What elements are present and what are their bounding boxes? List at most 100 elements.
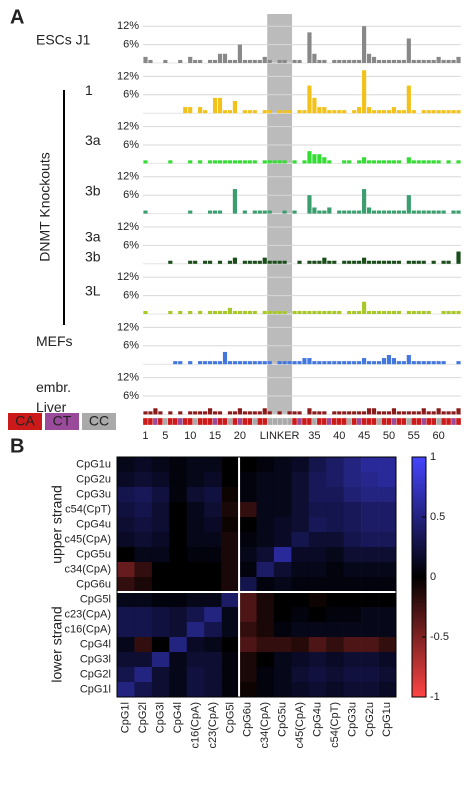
bar bbox=[178, 361, 183, 365]
bar bbox=[153, 408, 158, 415]
context-legend-box bbox=[45, 413, 79, 430]
heat-cell bbox=[343, 622, 362, 638]
heat-cell bbox=[221, 622, 240, 638]
context-cell bbox=[177, 417, 183, 426]
series-label: Liver bbox=[36, 399, 67, 415]
bar bbox=[143, 56, 148, 63]
heat-cell bbox=[291, 517, 310, 533]
bar bbox=[436, 361, 441, 365]
bar bbox=[337, 310, 342, 314]
bar bbox=[456, 310, 461, 314]
heat-cell bbox=[378, 532, 397, 548]
bar bbox=[327, 361, 332, 365]
bar bbox=[396, 59, 401, 63]
series-label: 3a bbox=[85, 229, 101, 245]
heat-cell bbox=[134, 532, 153, 548]
heat-cell bbox=[134, 682, 153, 698]
column-label: CpG2u bbox=[364, 702, 376, 737]
bar bbox=[217, 260, 223, 264]
heat-cell bbox=[256, 622, 275, 638]
bar bbox=[287, 110, 292, 114]
bar bbox=[297, 361, 302, 365]
bar bbox=[217, 97, 223, 114]
heat-cell bbox=[186, 592, 205, 608]
heat-cell bbox=[134, 472, 153, 488]
column-label: CpG2l bbox=[137, 702, 149, 733]
bar bbox=[401, 411, 406, 415]
heat-cell bbox=[117, 622, 135, 638]
bar bbox=[203, 260, 208, 264]
heat-cell bbox=[256, 472, 275, 488]
bar bbox=[416, 59, 421, 63]
bar bbox=[376, 160, 382, 164]
bar bbox=[347, 59, 352, 63]
heat-cell bbox=[151, 547, 170, 563]
heat-cell bbox=[221, 547, 240, 563]
column-label: c23(CpA) bbox=[207, 702, 219, 748]
context-cell bbox=[361, 417, 367, 426]
context-cell bbox=[311, 417, 318, 426]
bar bbox=[227, 59, 233, 63]
heat-cell bbox=[117, 592, 135, 608]
bar bbox=[232, 189, 238, 214]
row-label: CpG3l bbox=[80, 653, 111, 665]
bar bbox=[143, 411, 148, 415]
heat-cell bbox=[378, 592, 397, 608]
bar bbox=[217, 411, 223, 415]
bar bbox=[217, 310, 223, 314]
heat-cell bbox=[221, 517, 240, 533]
heat-cell bbox=[326, 547, 344, 563]
bar bbox=[342, 110, 347, 114]
column-label: c54(CpT) bbox=[329, 702, 341, 748]
heat-cell bbox=[134, 622, 153, 638]
bar bbox=[198, 310, 203, 314]
bar bbox=[227, 361, 233, 365]
heat-cell bbox=[204, 622, 222, 638]
colorbar-tick-label: 1 bbox=[430, 451, 436, 463]
bar bbox=[242, 260, 247, 264]
bar bbox=[307, 260, 312, 264]
heat-cell bbox=[186, 502, 205, 518]
heat-cell bbox=[134, 637, 153, 653]
heat-cell bbox=[378, 517, 397, 533]
heat-cell bbox=[134, 517, 153, 533]
heat-cell bbox=[117, 517, 135, 533]
y-tick-label: 12% bbox=[117, 171, 139, 183]
bar bbox=[446, 411, 451, 415]
heat-cell bbox=[221, 607, 240, 623]
bar bbox=[416, 310, 421, 314]
heat-cell bbox=[343, 607, 362, 623]
bar bbox=[232, 59, 238, 63]
bar bbox=[302, 358, 307, 365]
heat-cell bbox=[361, 637, 379, 653]
bar bbox=[193, 411, 198, 415]
bar bbox=[292, 361, 297, 365]
bar bbox=[406, 411, 411, 415]
bar bbox=[312, 207, 317, 214]
bar bbox=[178, 411, 183, 415]
bar bbox=[396, 210, 401, 214]
bar bbox=[217, 210, 223, 214]
context-cell bbox=[381, 417, 387, 426]
heat-cell bbox=[204, 667, 222, 683]
bar bbox=[307, 358, 312, 365]
heat-cell bbox=[308, 502, 327, 518]
bar bbox=[327, 207, 332, 214]
bar bbox=[267, 210, 272, 214]
bar bbox=[436, 160, 441, 164]
context-cell bbox=[281, 417, 288, 426]
bar bbox=[252, 260, 257, 264]
bar bbox=[178, 310, 183, 314]
bar bbox=[366, 107, 372, 114]
bar bbox=[411, 59, 416, 63]
heat-cell bbox=[308, 472, 327, 488]
heat-cell bbox=[169, 682, 188, 698]
bar bbox=[421, 160, 426, 164]
heat-cell bbox=[326, 682, 344, 698]
heat-cell bbox=[134, 457, 153, 473]
heat-cell bbox=[273, 562, 292, 578]
heat-cell bbox=[151, 607, 170, 623]
heat-cell bbox=[169, 562, 188, 578]
series-label: 3a bbox=[85, 132, 101, 148]
context-cell bbox=[147, 417, 154, 426]
